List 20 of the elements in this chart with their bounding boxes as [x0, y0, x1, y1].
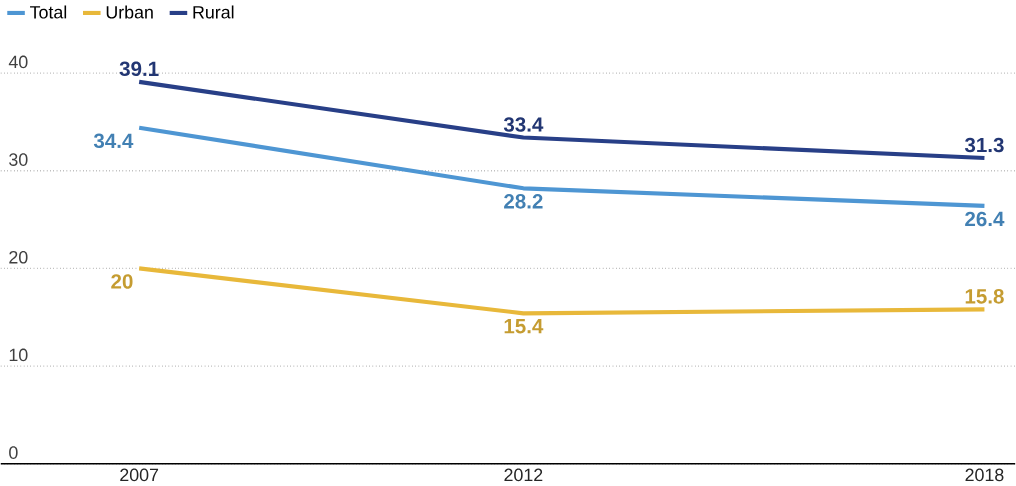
x-tick-label: 2012 [504, 468, 543, 482]
y-tick-label: 30 [9, 153, 28, 167]
data-label: 28.2 [504, 194, 543, 209]
x-tick-label: 2018 [965, 468, 1004, 482]
data-label: 39.1 [119, 61, 159, 77]
legend-label: Urban [106, 5, 153, 19]
y-tick-label: 40 [8, 55, 28, 69]
legend-label: Rural [193, 5, 234, 19]
data-label: 15.4 [504, 319, 544, 334]
legend-label: Total [30, 5, 67, 19]
x-tick-label: 2007 [120, 468, 159, 482]
y-tick-label: 10 [9, 348, 28, 362]
data-label: 33.4 [503, 117, 544, 132]
data-label: 31.3 [964, 137, 1004, 153]
y-tick-label: 20 [9, 251, 28, 264]
data-label: 15.8 [965, 289, 1004, 304]
data-label: 20 [111, 274, 133, 289]
y-tick-label: 0 [9, 446, 18, 459]
data-label: 26.4 [965, 211, 1005, 227]
data-label: 34.4 [93, 133, 134, 149]
